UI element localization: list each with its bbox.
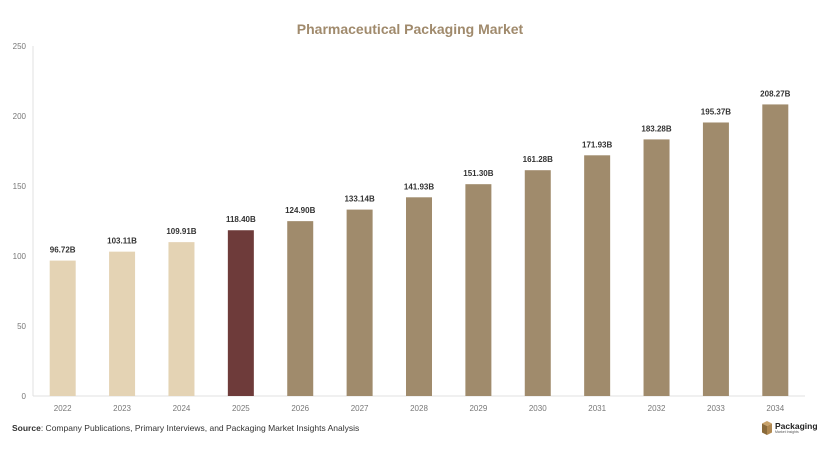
brand-logo: Packaging Market Insights: [762, 421, 818, 435]
data-label: 133.14B: [344, 195, 374, 204]
bar: [109, 251, 136, 396]
bar: [762, 104, 789, 396]
chart-title: Pharmaceutical Packaging Market: [296, 21, 524, 37]
bar: [702, 122, 729, 397]
y-tick-label: 150: [13, 182, 27, 191]
bar: [465, 184, 492, 396]
source-label: Source: [12, 423, 41, 433]
data-label: 183.28B: [641, 124, 671, 133]
data-label: 124.90B: [285, 206, 315, 215]
data-label: 161.28B: [523, 155, 553, 164]
data-label: 103.11B: [107, 237, 137, 246]
x-tick-label: 2030: [529, 404, 547, 413]
bar: [49, 260, 76, 396]
y-tick-label: 0: [22, 392, 27, 401]
x-tick-label: 2029: [469, 404, 487, 413]
source-note: Source: Company Publications, Primary In…: [12, 423, 359, 433]
data-label: 151.30B: [463, 169, 493, 178]
y-tick-label: 200: [13, 112, 27, 121]
x-tick-label: 2027: [351, 404, 369, 413]
x-tick-label: 2023: [113, 404, 131, 413]
y-tick-label: 50: [17, 322, 26, 331]
x-tick-label: 2031: [588, 404, 606, 413]
logo-title: Packaging: [775, 421, 818, 431]
data-label: 171.93B: [582, 140, 612, 149]
x-tick-label: 2025: [232, 404, 250, 413]
bar: [227, 230, 254, 396]
x-tick-label: 2032: [648, 404, 666, 413]
bar: [406, 197, 432, 396]
x-tick-label: 2026: [291, 404, 309, 413]
bar: [346, 209, 373, 396]
source-text: : Company Publications, Primary Intervie…: [40, 423, 360, 433]
bar: [584, 155, 611, 396]
x-tick-label: 2024: [173, 404, 191, 413]
bar: [287, 221, 314, 396]
data-label: 141.93B: [404, 182, 434, 191]
logo-subtitle: Market Insights: [775, 429, 799, 434]
x-tick-label: 2034: [766, 404, 784, 413]
y-tick-label: 100: [13, 252, 27, 261]
bar: [524, 170, 551, 396]
data-label: 109.91B: [166, 227, 196, 236]
x-tick-label: 2033: [707, 404, 725, 413]
bar: [168, 242, 195, 396]
data-label: 118.40B: [226, 215, 256, 224]
data-label: 96.72B: [50, 246, 76, 255]
bar: [643, 139, 670, 396]
x-tick-label: 2022: [54, 404, 72, 413]
data-label: 195.37B: [701, 107, 731, 116]
y-tick-label: 250: [13, 42, 27, 51]
x-tick-label: 2028: [410, 404, 428, 413]
data-label: 208.27B: [760, 89, 790, 98]
box-logo-icon: [762, 421, 772, 435]
